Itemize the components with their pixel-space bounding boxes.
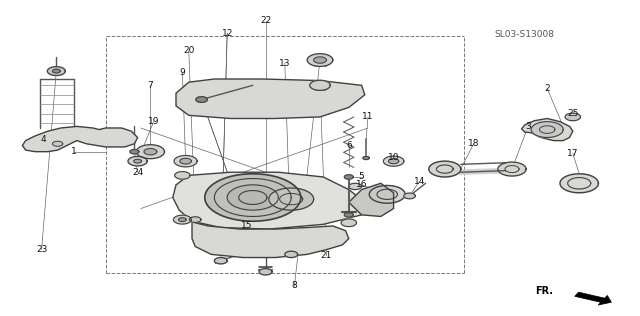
Text: 10: 10 xyxy=(388,154,399,162)
Text: 3: 3 xyxy=(525,122,531,131)
Polygon shape xyxy=(205,174,301,221)
Polygon shape xyxy=(176,79,365,118)
Text: 20: 20 xyxy=(183,46,195,55)
Polygon shape xyxy=(363,156,369,160)
Text: 2: 2 xyxy=(545,84,550,93)
Polygon shape xyxy=(189,217,201,222)
Polygon shape xyxy=(349,183,362,190)
Polygon shape xyxy=(498,162,526,176)
Polygon shape xyxy=(144,149,157,155)
Polygon shape xyxy=(134,159,141,163)
Polygon shape xyxy=(173,215,191,224)
Text: 24: 24 xyxy=(132,168,143,177)
Polygon shape xyxy=(214,258,227,264)
Polygon shape xyxy=(429,161,461,177)
Polygon shape xyxy=(52,69,60,73)
Text: 14: 14 xyxy=(413,177,425,186)
Text: 6: 6 xyxy=(346,141,351,150)
Polygon shape xyxy=(522,118,573,141)
Text: 25: 25 xyxy=(567,109,579,118)
Polygon shape xyxy=(180,158,191,164)
Text: 7: 7 xyxy=(148,81,153,90)
Text: SL03-S13008: SL03-S13008 xyxy=(495,30,555,39)
Polygon shape xyxy=(196,97,207,102)
Text: FR.: FR. xyxy=(536,286,554,296)
Polygon shape xyxy=(314,57,326,63)
Polygon shape xyxy=(175,172,190,179)
Text: 5: 5 xyxy=(359,173,364,181)
Text: 19: 19 xyxy=(148,117,159,126)
Polygon shape xyxy=(259,269,272,275)
Text: 17: 17 xyxy=(567,149,579,158)
Polygon shape xyxy=(130,149,139,154)
Text: 15: 15 xyxy=(241,222,252,230)
Polygon shape xyxy=(22,126,138,152)
Polygon shape xyxy=(575,292,611,305)
Text: 18: 18 xyxy=(468,139,479,148)
Polygon shape xyxy=(349,183,394,216)
Text: 1: 1 xyxy=(71,147,76,156)
Polygon shape xyxy=(388,159,399,164)
Polygon shape xyxy=(52,141,63,146)
Polygon shape xyxy=(47,67,65,76)
Polygon shape xyxy=(128,156,147,166)
Polygon shape xyxy=(179,218,186,222)
Text: 11: 11 xyxy=(362,112,374,121)
Polygon shape xyxy=(560,174,598,193)
Polygon shape xyxy=(344,175,353,179)
Polygon shape xyxy=(136,145,164,159)
Text: 8: 8 xyxy=(292,282,297,290)
Polygon shape xyxy=(269,188,314,210)
Polygon shape xyxy=(310,80,330,90)
Text: 9: 9 xyxy=(180,68,185,77)
Polygon shape xyxy=(285,251,298,258)
Text: 12: 12 xyxy=(221,29,233,38)
Polygon shape xyxy=(227,185,278,210)
Polygon shape xyxy=(341,219,356,227)
Polygon shape xyxy=(383,156,404,166)
Polygon shape xyxy=(565,113,580,121)
Text: 22: 22 xyxy=(260,16,271,25)
Polygon shape xyxy=(307,54,333,66)
Text: 13: 13 xyxy=(279,59,291,68)
Text: 4: 4 xyxy=(41,135,46,143)
Polygon shape xyxy=(173,172,365,229)
Text: 16: 16 xyxy=(356,180,367,189)
Text: 23: 23 xyxy=(36,245,47,254)
Polygon shape xyxy=(531,122,563,137)
Polygon shape xyxy=(344,213,353,217)
Polygon shape xyxy=(369,185,405,203)
Text: 21: 21 xyxy=(321,252,332,260)
Polygon shape xyxy=(192,221,349,258)
Polygon shape xyxy=(404,193,415,199)
Polygon shape xyxy=(174,155,197,167)
